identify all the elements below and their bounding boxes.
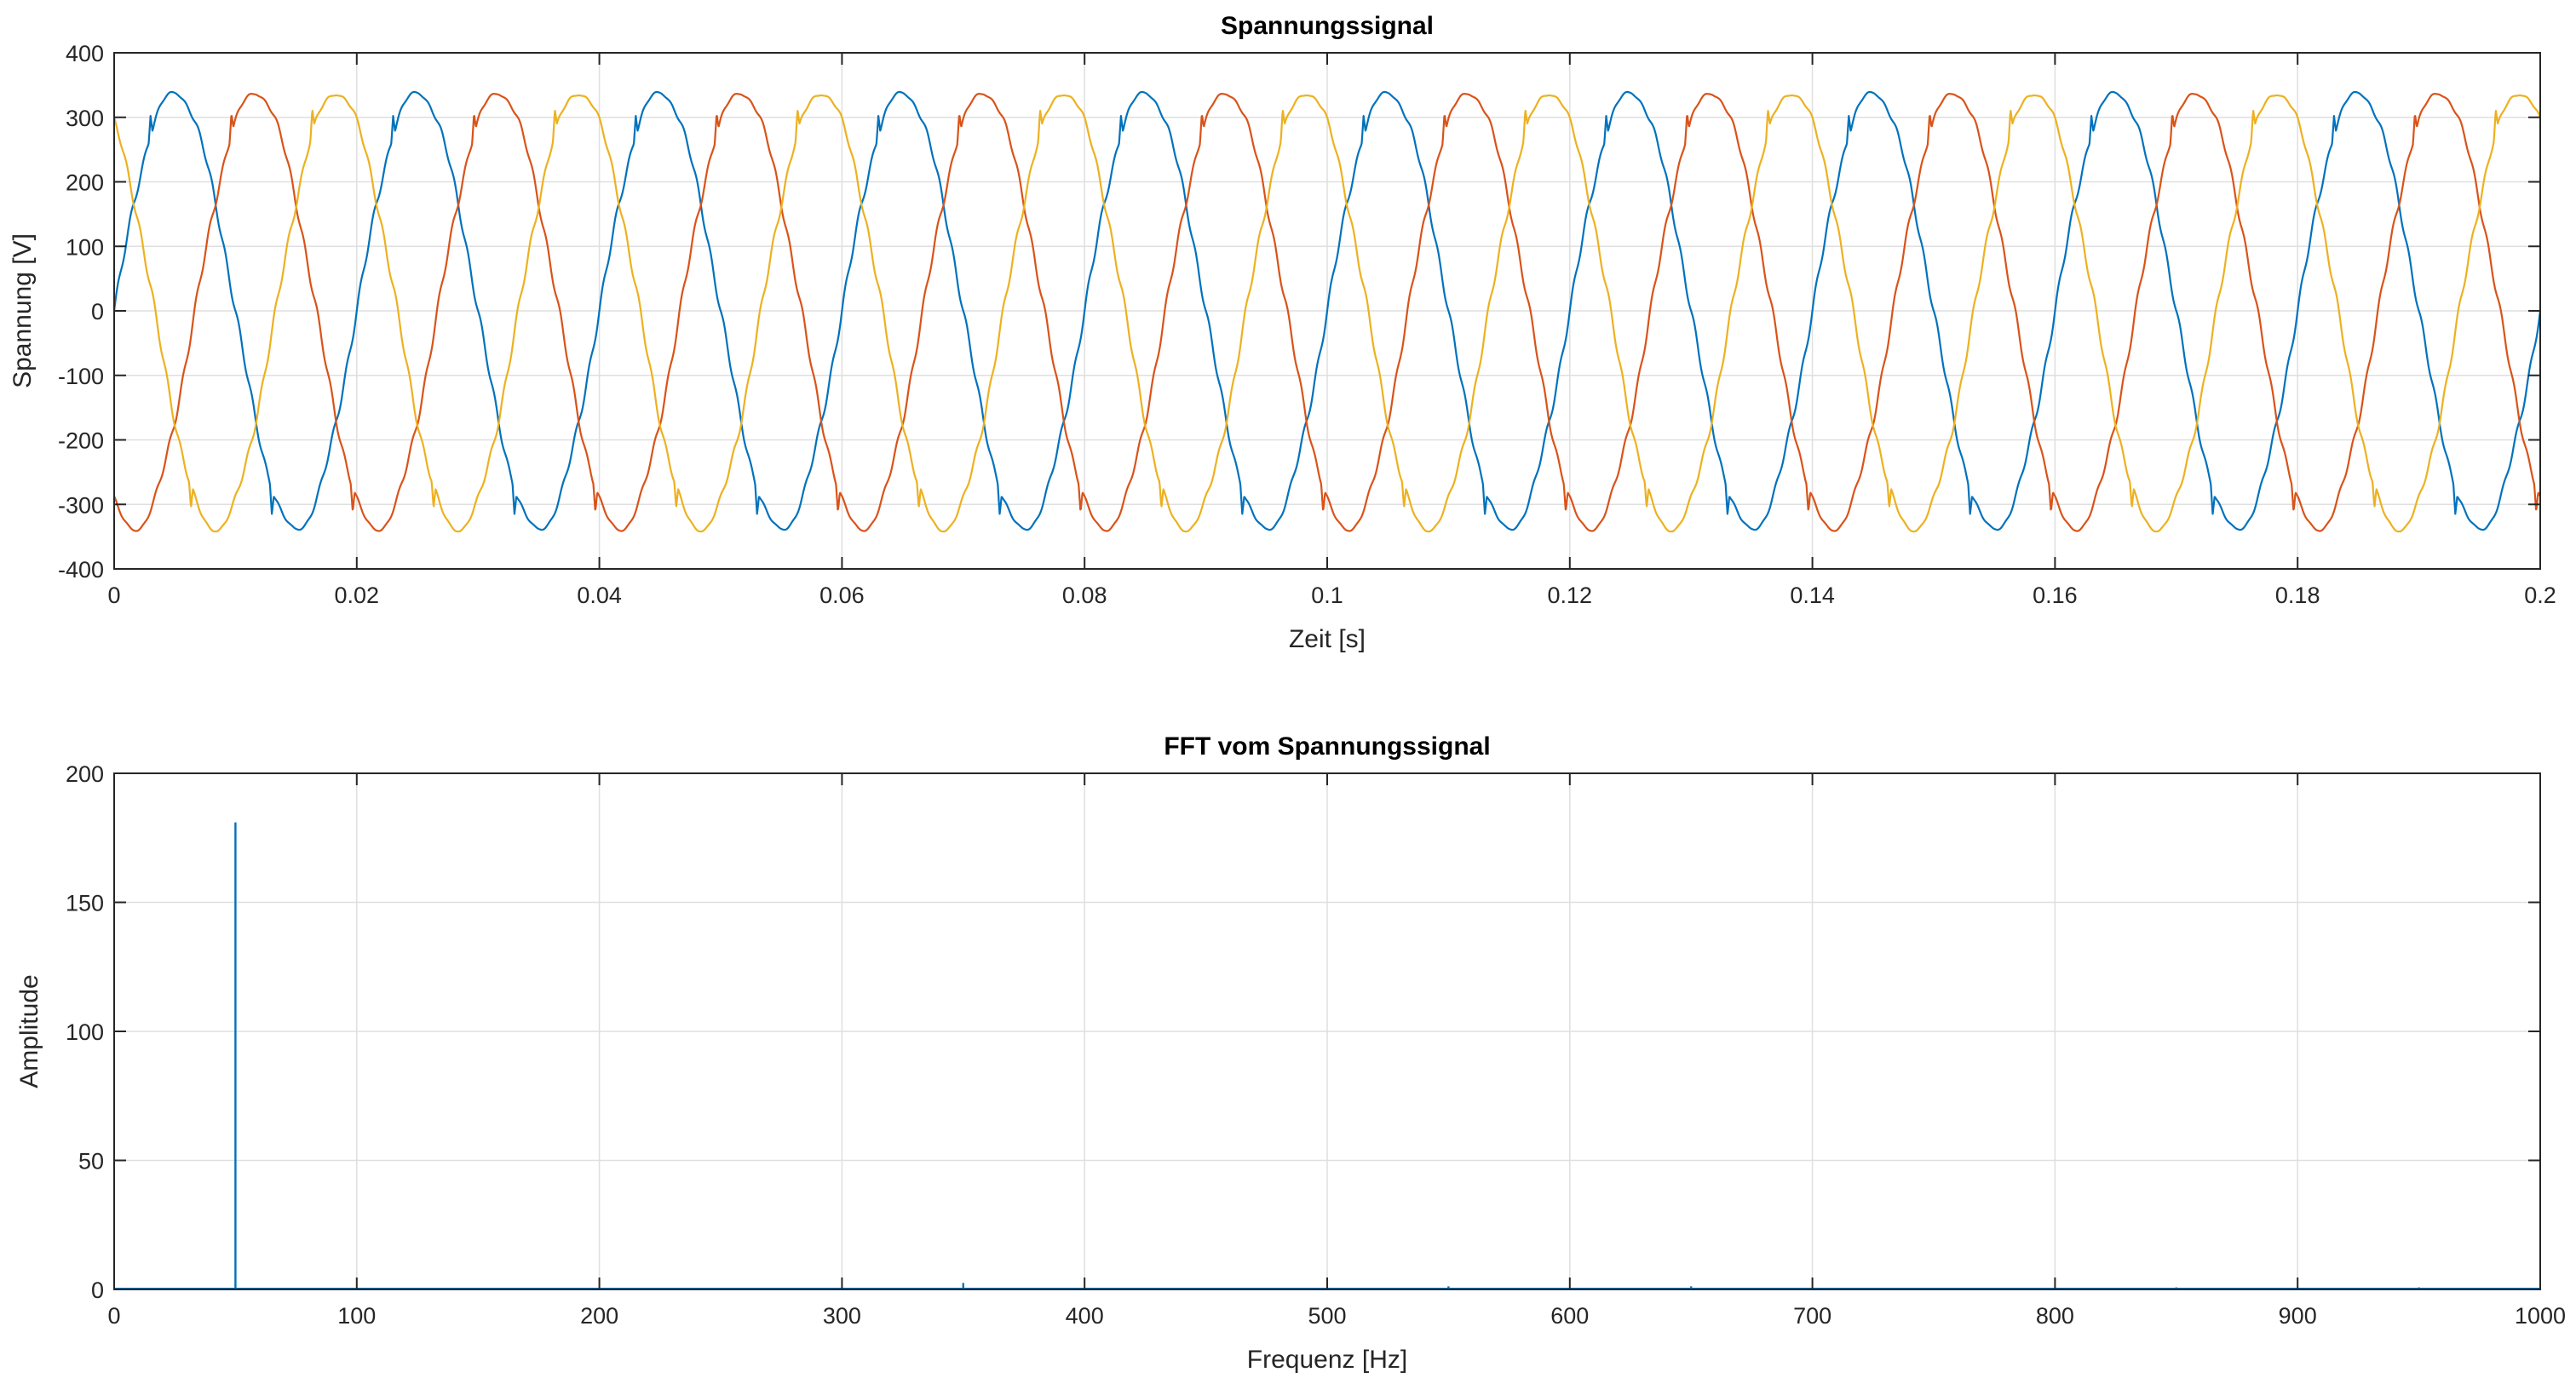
fft-x-tick-label: 400 <box>1066 1303 1104 1329</box>
voltage-y-axis-label: Spannung [V] <box>9 233 37 388</box>
voltage-series-phase-3-line <box>112 94 2542 533</box>
voltage-x-tick-label: 0.14 <box>1790 583 1835 608</box>
voltage-y-tick-label: -300 <box>58 492 104 518</box>
fft-x-tick-label: 900 <box>2279 1303 2317 1329</box>
voltage-x-tick-label: 0.2 <box>2524 583 2556 608</box>
voltage-y-tick-label: 400 <box>66 41 104 66</box>
voltage-x-tick-label: 0.12 <box>1548 583 1593 608</box>
voltage-ticks: 0 0.02 0.04 0.06 0.08 0.1 0.12 0.14 0.16 0.18 0.2 -… <box>58 41 2556 608</box>
voltage-subplot: 0 0.02 0.04 0.06 0.08 0.1 0.12 0.14 0.16 0.18 0.2 -… <box>9 12 2556 653</box>
voltage-x-tick-label: 0.18 <box>2275 583 2320 608</box>
fft-x-tick-label: 200 <box>580 1303 618 1329</box>
fft-ticks: 0 100 200 300 400 500 600 700 800 900 1000 0 50 100 15… <box>66 761 2566 1329</box>
fft-subplot: 0 100 200 300 400 500 600 700 800 900 1000 0 50 100 15… <box>15 732 2566 1374</box>
fft-y-tick-label: 100 <box>66 1019 104 1045</box>
voltage-x-tick-label: 0.04 <box>577 583 622 608</box>
voltage-x-tick-label: 0.16 <box>2033 583 2078 608</box>
fft-x-tick-label: 0 <box>107 1303 120 1329</box>
fft-x-tick-label: 600 <box>1550 1303 1589 1329</box>
voltage-y-tick-label: -400 <box>58 557 104 583</box>
voltage-x-axis-label: Zeit [s] <box>1289 625 1366 653</box>
voltage-series <box>112 90 2542 533</box>
voltage-x-tick-label: 0.1 <box>1311 583 1343 608</box>
fft-y-tick-label: 50 <box>78 1149 104 1174</box>
voltage-x-tick-label: 0 <box>107 583 120 608</box>
voltage-y-tick-label: 100 <box>66 234 104 260</box>
voltage-y-tick-label: -100 <box>58 364 104 389</box>
voltage-series-phase-1-line <box>112 90 2542 531</box>
voltage-y-tick-label: -200 <box>58 428 104 454</box>
voltage-y-tick-label: 300 <box>66 106 104 131</box>
voltage-y-tick-label: 0 <box>91 299 104 324</box>
fft-x-axis-label: Frequenz [Hz] <box>1247 1346 1407 1374</box>
voltage-series-phase-2-line <box>113 93 2541 532</box>
fft-x-tick-label: 800 <box>2036 1303 2074 1329</box>
fft-x-tick-label: 100 <box>337 1303 376 1329</box>
fft-y-tick-label: 200 <box>66 761 104 787</box>
voltage-x-tick-label: 0.06 <box>819 583 865 608</box>
fft-x-tick-label: 700 <box>1793 1303 1831 1329</box>
voltage-y-tick-label: 200 <box>66 170 104 196</box>
fft-x-tick-label: 500 <box>1308 1303 1346 1329</box>
fft-y-tick-label: 150 <box>66 891 104 916</box>
fft-x-tick-label: 300 <box>823 1303 861 1329</box>
voltage-plot-title: Spannungssignal <box>1221 12 1434 40</box>
fft-plot-title: FFT vom Spannungssignal <box>1164 732 1490 761</box>
fft-y-tick-label: 0 <box>91 1278 104 1303</box>
voltage-x-tick-label: 0.08 <box>1062 583 1107 608</box>
voltage-x-tick-label: 0.02 <box>335 583 380 608</box>
fft-y-axis-label: Amplitude <box>15 974 43 1088</box>
fft-x-tick-label: 1000 <box>2515 1303 2566 1329</box>
